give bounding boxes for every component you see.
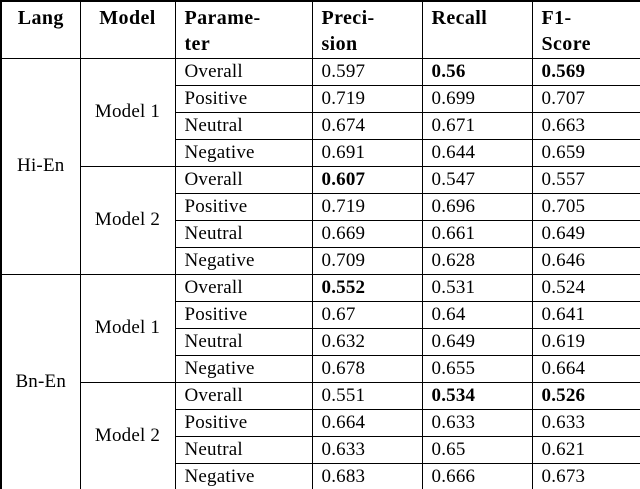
- precision-cell: 0.632: [311, 327, 423, 356]
- lang-cell-bn-en: Bn-En: [0, 273, 81, 489]
- parameter-cell: Neutral: [174, 219, 313, 248]
- parameter-cell: Neutral: [174, 111, 313, 140]
- parameter-cell: Positive: [174, 408, 313, 437]
- f1-cell: 0.633: [531, 408, 640, 437]
- precision-cell: 0.551: [311, 381, 423, 410]
- col-header-f1-score: F1- Score: [531, 0, 640, 59]
- parameter-cell: Neutral: [174, 327, 313, 356]
- precision-cell: 0.691: [311, 138, 423, 167]
- table-row: Positive 0.67 0.64 0.641: [1, 300, 640, 329]
- f1-cell: 0.673: [531, 462, 640, 489]
- table-row: Hi-En Model 1 Overall 0.597 0.56 0.569: [0, 57, 640, 275]
- recall-cell: 0.649: [421, 327, 533, 356]
- precision-cell: 0.719: [311, 84, 423, 113]
- model-cell-model1: Model 1: [79, 273, 176, 383]
- recall-cell: 0.655: [421, 354, 533, 383]
- f1-cell: 0.707: [531, 84, 640, 113]
- col-header-model: Model: [79, 0, 176, 59]
- recall-cell: 0.56: [421, 57, 533, 86]
- recall-cell: 0.531: [421, 273, 533, 302]
- table-row: Positive 0.719 0.699 0.707: [1, 84, 640, 113]
- parameter-cell: Negative: [174, 138, 313, 167]
- col-header-f1-line1: F1-: [541, 7, 572, 29]
- f1-cell: 0.646: [531, 246, 640, 275]
- recall-cell: 0.628: [421, 246, 533, 275]
- table-row: Neutral 0.669 0.661 0.649: [1, 219, 640, 248]
- parameter-cell: Overall: [174, 381, 313, 410]
- parameter-cell: Overall: [174, 273, 313, 302]
- f1-cell: 0.659: [531, 138, 640, 167]
- f1-cell: 0.569: [531, 57, 640, 86]
- precision-cell: 0.678: [311, 354, 423, 383]
- col-header-precision: Preci- sion: [311, 0, 423, 59]
- table-row: Bn-En Model 1 Overall 0.552 0.531 0.524: [0, 273, 640, 489]
- precision-cell: 0.633: [311, 435, 423, 464]
- recall-cell: 0.644: [421, 138, 533, 167]
- precision-cell: 0.674: [311, 111, 423, 140]
- recall-cell: 0.65: [421, 435, 533, 464]
- table-row: Positive 0.719 0.696 0.705: [1, 192, 640, 221]
- f1-cell: 0.663: [531, 111, 640, 140]
- table-row: Negative 0.678 0.655 0.664: [1, 354, 640, 383]
- parameter-cell: Positive: [174, 192, 313, 221]
- precision-cell: 0.719: [311, 192, 423, 221]
- lang-cell-hi-en: Hi-En: [0, 57, 81, 275]
- col-header-lang: Lang: [0, 0, 81, 59]
- table-row: Positive 0.664 0.633 0.633: [1, 408, 640, 437]
- col-header-f1-line2: Score: [541, 33, 591, 55]
- parameter-cell: Negative: [174, 462, 313, 489]
- table-row: Model 2 Overall 0.607 0.547 0.557: [1, 165, 640, 275]
- col-header-precision-line2: sion: [321, 33, 358, 55]
- table-row: Neutral 0.632 0.649 0.619: [1, 327, 640, 356]
- recall-cell: 0.64: [421, 300, 533, 329]
- recall-cell: 0.696: [421, 192, 533, 221]
- col-header-parameter-line1: Parame-: [184, 7, 261, 29]
- parameter-cell: Overall: [174, 165, 313, 194]
- precision-cell: 0.669: [311, 219, 423, 248]
- precision-cell: 0.607: [311, 165, 423, 194]
- f1-cell: 0.621: [531, 435, 640, 464]
- precision-cell: 0.552: [311, 273, 423, 302]
- recall-cell: 0.661: [421, 219, 533, 248]
- parameter-cell: Neutral: [174, 435, 313, 464]
- f1-cell: 0.619: [531, 327, 640, 356]
- table-row: Negative 0.683 0.666 0.673: [1, 462, 640, 489]
- parameter-cell: Overall: [174, 57, 313, 86]
- col-header-parameter: Parame- ter: [174, 0, 313, 59]
- recall-cell: 0.633: [421, 408, 533, 437]
- table-row: Model 2 Overall 0.551 0.534 0.526: [1, 381, 640, 489]
- precision-cell: 0.664: [311, 408, 423, 437]
- model-cell-model2: Model 2: [79, 381, 176, 489]
- col-header-precision-line1: Preci-: [321, 7, 375, 29]
- recall-cell: 0.666: [421, 462, 533, 489]
- f1-cell: 0.664: [531, 354, 640, 383]
- f1-cell: 0.641: [531, 300, 640, 329]
- table-row: Neutral 0.633 0.65 0.621: [1, 435, 640, 464]
- precision-cell: 0.683: [311, 462, 423, 489]
- parameter-cell: Negative: [174, 354, 313, 383]
- recall-cell: 0.671: [421, 111, 533, 140]
- col-header-recall: Recall: [421, 0, 533, 59]
- f1-cell: 0.705: [531, 192, 640, 221]
- f1-cell: 0.649: [531, 219, 640, 248]
- f1-cell: 0.557: [531, 165, 640, 194]
- model-cell-model1: Model 1: [79, 57, 176, 167]
- parameter-cell: Negative: [174, 246, 313, 275]
- precision-cell: 0.597: [311, 57, 423, 86]
- parameter-cell: Positive: [174, 84, 313, 113]
- col-header-parameter-line2: ter: [184, 33, 211, 55]
- recall-cell: 0.547: [421, 165, 533, 194]
- precision-cell: 0.709: [311, 246, 423, 275]
- model-cell-model2: Model 2: [79, 165, 176, 275]
- f1-cell: 0.524: [531, 273, 640, 302]
- header-row: Lang Model Parame- ter Preci- sion Recal…: [0, 0, 640, 59]
- f1-cell: 0.526: [531, 381, 640, 410]
- recall-cell: 0.699: [421, 84, 533, 113]
- recall-cell: 0.534: [421, 381, 533, 410]
- parameter-cell: Positive: [174, 300, 313, 329]
- precision-cell: 0.67: [311, 300, 423, 329]
